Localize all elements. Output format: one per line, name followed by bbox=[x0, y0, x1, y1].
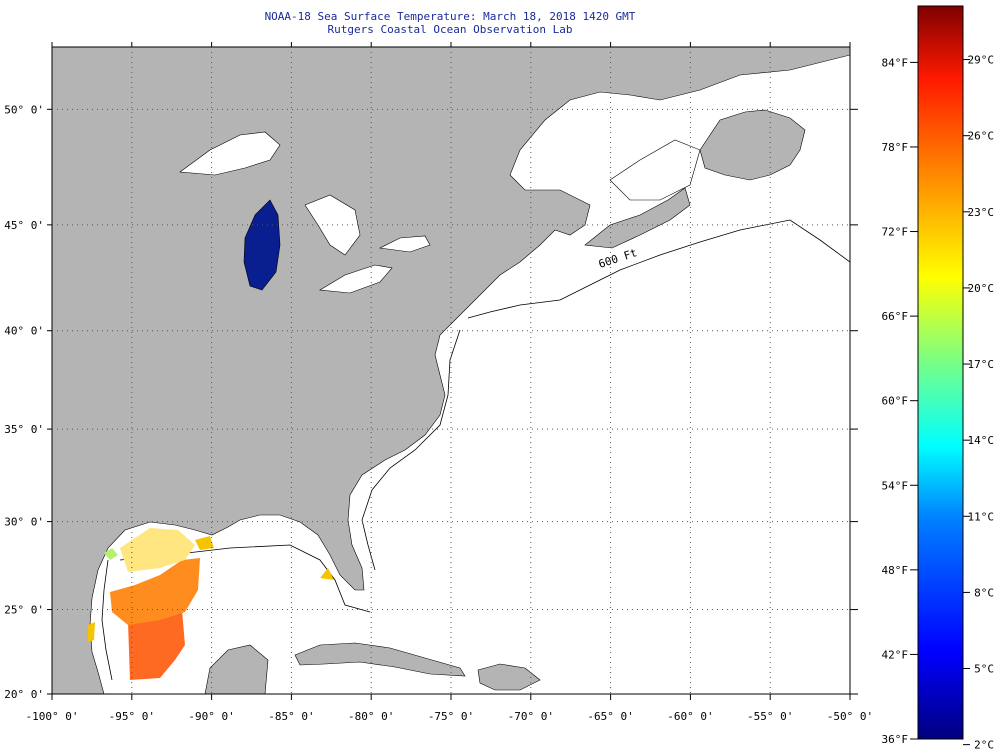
colorbar-label-c: 2°C bbox=[974, 739, 994, 752]
colorbar-label-f: 48°F bbox=[882, 564, 909, 577]
lon-tick-label: -75° 0' bbox=[428, 710, 474, 723]
colorbar-label-c: 14°C bbox=[968, 434, 995, 447]
lat-tick-label: 20° 0' bbox=[4, 688, 44, 701]
lat-tick-label: 30° 0' bbox=[4, 516, 44, 529]
lake-michigan-sst bbox=[243, 199, 281, 291]
colorbar-label-c: 11°C bbox=[968, 510, 995, 523]
gulf-sst-patch-light bbox=[120, 528, 195, 572]
cuba-land bbox=[294, 642, 466, 677]
shelf-contour-south bbox=[361, 329, 461, 571]
colorbar-label-f: 78°F bbox=[882, 141, 909, 154]
lon-tick-label: -100° 0' bbox=[26, 710, 79, 723]
lon-tick-label: -95° 0' bbox=[109, 710, 155, 723]
longitude-ticks: -100° 0' -95° 0' -90° 0' -85° 0' -80° 0' -75°… bbox=[26, 42, 873, 723]
latitude-ticks: 20° 0' 25° 0' 30° 0' 35° 0' 40° 0' 45° 0' 50° … bbox=[4, 103, 858, 701]
colorbar bbox=[917, 5, 964, 740]
gulf-sst-patch-mid bbox=[110, 558, 200, 625]
colorbar-label-f: 54°F bbox=[882, 479, 909, 492]
lat-tick-label: 25° 0' bbox=[4, 604, 44, 617]
colorbar-label-f: 66°F bbox=[882, 310, 909, 323]
chart-title: NOAA-18 Sea Surface Temperature: March 1… bbox=[264, 10, 636, 23]
newfoundland-land bbox=[699, 109, 806, 181]
colorbar-label-c: 8°C bbox=[974, 586, 994, 599]
lon-tick-label: -85° 0' bbox=[268, 710, 314, 723]
nova-scotia-land bbox=[584, 187, 691, 249]
colorbar-label-c: 20°C bbox=[968, 282, 995, 295]
colorbar-label-f: 72°F bbox=[882, 226, 909, 239]
colorbar-label-f: 60°F bbox=[882, 395, 909, 408]
lake-superior bbox=[179, 131, 281, 176]
hispaniola-land bbox=[477, 663, 541, 691]
graticule bbox=[52, 47, 850, 694]
lat-tick-label: 35° 0' bbox=[4, 423, 44, 436]
chart-subtitle: Rutgers Coastal Ocean Observation Lab bbox=[327, 23, 573, 36]
colorbar-label-c: 17°C bbox=[968, 358, 995, 371]
lon-tick-label: -60° 0' bbox=[667, 710, 713, 723]
gulf-sst-patch-green bbox=[104, 548, 118, 560]
lon-tick-label: -70° 0' bbox=[508, 710, 554, 723]
lon-tick-label: -65° 0' bbox=[587, 710, 633, 723]
lon-tick-label: -55° 0' bbox=[747, 710, 793, 723]
north-america-land bbox=[52, 47, 850, 694]
yucatan-land bbox=[204, 644, 269, 694]
shelf-contour bbox=[467, 219, 850, 319]
lon-tick-label: -80° 0' bbox=[348, 710, 394, 723]
st-lawrence-gulf bbox=[609, 139, 701, 201]
lon-tick-label: -90° 0' bbox=[188, 710, 234, 723]
lake-ontario bbox=[378, 235, 431, 253]
lake-erie bbox=[319, 264, 393, 294]
colorbar-labels: 84°F 78°F 72°F 66°F 60°F 54°F 48°F 42°F 36°F 29°C… bbox=[882, 54, 995, 752]
colorbar-label-c: 5°C bbox=[974, 663, 994, 676]
lat-tick-label: 40° 0' bbox=[4, 325, 44, 338]
colorbar-label-f: 42°F bbox=[882, 648, 909, 661]
colorbar-label-f: 36°F bbox=[882, 733, 909, 746]
lat-tick-label: 50° 0' bbox=[4, 103, 44, 116]
lat-tick-label: 45° 0' bbox=[4, 219, 44, 232]
lon-tick-label: -50° 0' bbox=[827, 710, 873, 723]
gulf-sst-patch-warm bbox=[128, 610, 185, 680]
colorbar-label-f: 84°F bbox=[882, 56, 909, 69]
colorbar-label-c: 29°C bbox=[968, 54, 995, 67]
colorbar-label-c: 26°C bbox=[968, 130, 995, 143]
colorbar-label-c: 23°C bbox=[968, 206, 995, 219]
